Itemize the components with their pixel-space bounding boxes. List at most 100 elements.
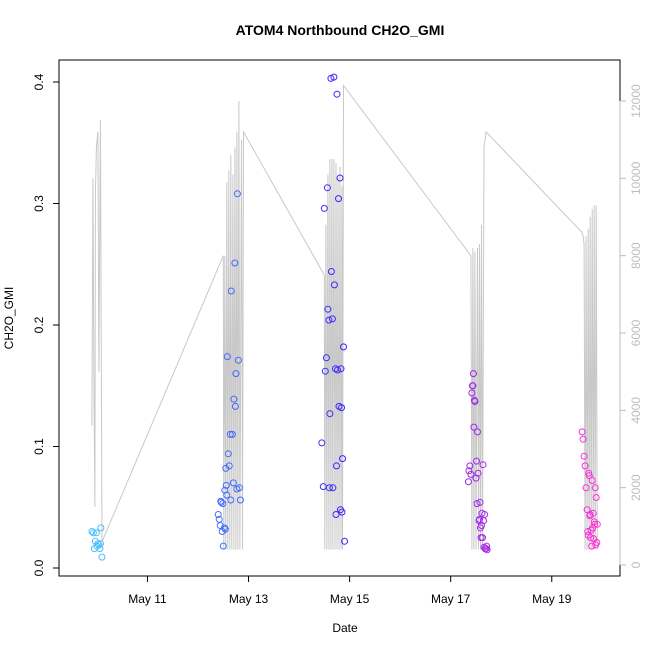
data-point: [481, 511, 489, 518]
data-point: [229, 479, 237, 487]
data-point: [225, 462, 233, 470]
data-point: [214, 511, 222, 518]
data-point: [325, 316, 333, 324]
data-point: [469, 370, 477, 378]
data-point: [469, 382, 477, 390]
data-point: [232, 370, 240, 378]
data-point: [589, 509, 597, 517]
data-point: [324, 305, 332, 313]
y2-tick-label: 2000: [629, 474, 643, 501]
data-point: [338, 404, 345, 412]
data-point: [476, 498, 484, 506]
data-point: [580, 452, 588, 460]
data-point: [96, 540, 104, 548]
data-point: [588, 542, 596, 550]
data-point: [92, 529, 100, 537]
data-point: [479, 534, 486, 542]
data-point: [332, 511, 340, 518]
data-point: [321, 367, 329, 375]
data-point: [483, 542, 491, 550]
data-point: [584, 528, 592, 535]
data-point: [323, 184, 331, 192]
data-point: [228, 430, 236, 438]
y-tick-label: 0.1: [32, 438, 46, 455]
data-point: [593, 539, 601, 546]
data-point: [230, 395, 238, 403]
data-point: [583, 506, 591, 514]
data-point: [320, 204, 328, 212]
data-point: [318, 439, 326, 447]
data-point: [223, 491, 231, 499]
data-point: [327, 268, 335, 275]
data-point: [235, 484, 243, 492]
scatter-points-layer: [88, 73, 601, 561]
data-point: [474, 469, 482, 477]
data-point: [340, 343, 347, 351]
data-point: [233, 190, 241, 198]
data-point: [333, 462, 340, 470]
secondary-series-layer: [91, 84, 598, 550]
data-point: [483, 546, 491, 554]
data-point: [234, 356, 242, 364]
data-point: [226, 430, 234, 438]
data-point: [328, 315, 336, 323]
data-point: [330, 281, 338, 289]
data-point: [98, 553, 106, 561]
y-axis-label: CH2O_GMI: [2, 287, 16, 350]
data-point: [88, 528, 96, 535]
data-point: [593, 520, 601, 528]
x-axis-label: Date: [332, 621, 358, 635]
data-point: [338, 508, 346, 516]
y-axis-right: 0 2000 4000 6000 8000 10000 12000: [619, 84, 643, 568]
data-point: [579, 435, 587, 443]
y-tick-label: 0.3: [32, 195, 46, 212]
data-point: [334, 366, 341, 374]
data-point: [466, 462, 474, 470]
data-point: [464, 478, 472, 486]
y-tick-label: 0.2: [32, 316, 46, 333]
y-tick-label: 0.0: [32, 559, 46, 576]
data-point: [96, 545, 104, 553]
data-point: [322, 354, 330, 362]
data-point: [333, 90, 341, 98]
data-point: [467, 470, 475, 478]
data-point: [219, 500, 227, 508]
data-point: [582, 484, 590, 492]
y2-tick-label: 0: [629, 561, 643, 568]
data-point: [479, 461, 487, 469]
data-point: [474, 428, 481, 436]
data-point: [578, 428, 586, 436]
data-point: [336, 174, 344, 182]
data-point: [482, 545, 490, 553]
data-point: [341, 537, 349, 545]
y2-tick-label: 6000: [629, 319, 643, 346]
data-point: [581, 462, 589, 470]
data-point: [476, 515, 483, 523]
data-point: [231, 259, 239, 267]
x-tick-label: May 17: [431, 592, 471, 606]
y-tick-label: 0.4: [32, 73, 46, 90]
data-point: [471, 398, 479, 405]
data-point: [217, 498, 225, 506]
data-point: [95, 541, 103, 549]
x-axis: May 11 May 13 May 15 May 17 May 19: [128, 575, 572, 606]
data-point: [473, 457, 480, 465]
chart-title: ATOM4 Northbound CH2O_GMI: [236, 22, 445, 38]
data-point: [222, 481, 230, 489]
y2-tick-label: 10000: [629, 161, 643, 195]
data-point: [325, 484, 333, 492]
data-point: [89, 529, 97, 537]
data-point: [591, 484, 599, 492]
data-point: [326, 410, 334, 418]
data-point: [227, 287, 235, 295]
y2-tick-label: 12000: [629, 84, 643, 118]
data-point: [330, 73, 338, 81]
x-tick-label: May 13: [229, 592, 269, 606]
data-point: [224, 450, 232, 458]
x-tick-label: May 19: [532, 592, 572, 606]
data-point: [223, 353, 231, 361]
x-tick-label: May 15: [330, 592, 370, 606]
y2-tick-label: 4000: [629, 397, 643, 424]
data-point: [592, 494, 600, 501]
